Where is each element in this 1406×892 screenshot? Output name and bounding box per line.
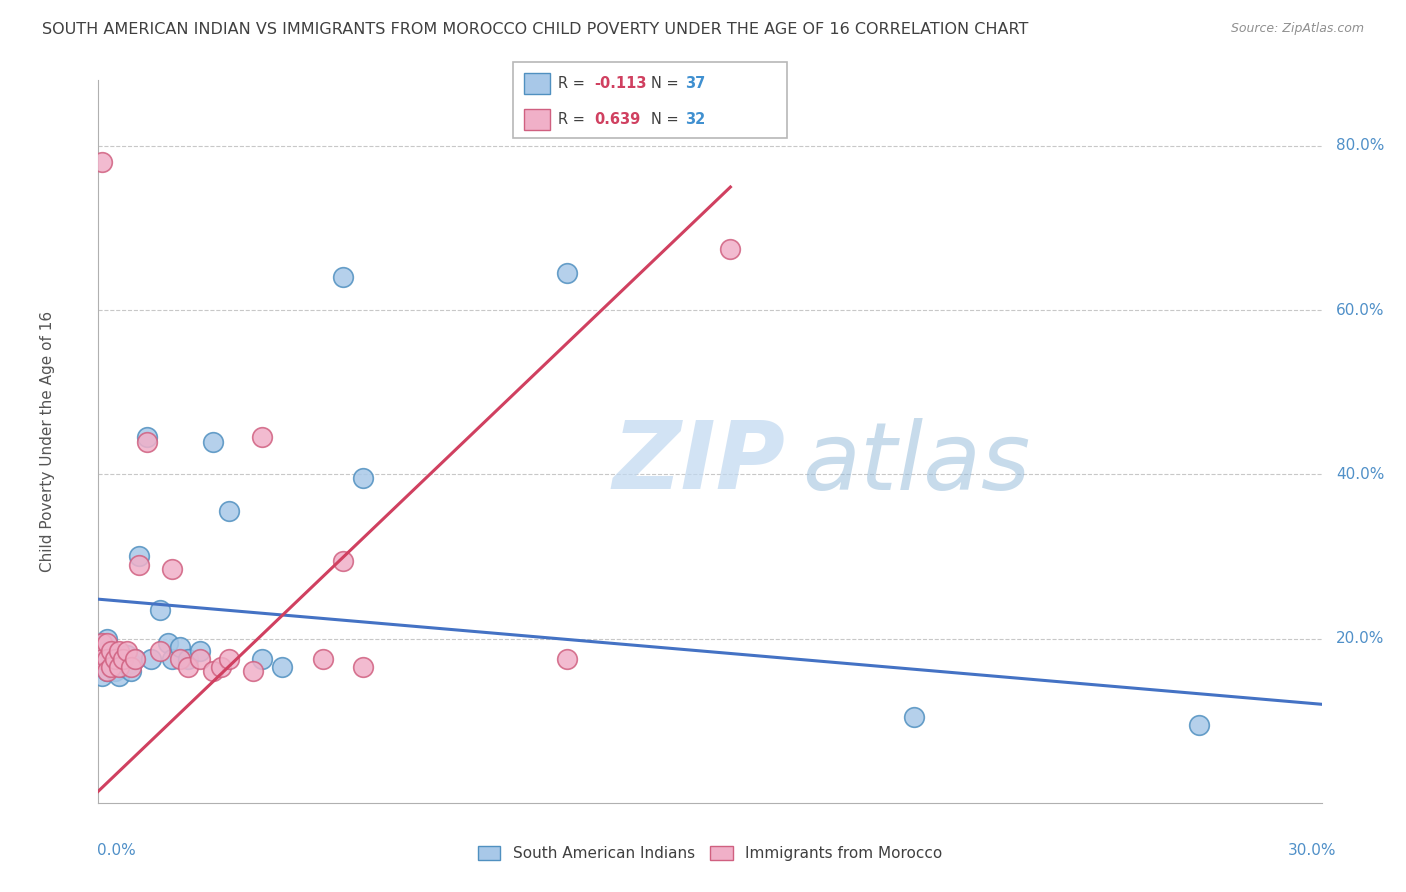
Point: [136, 430, 159, 444]
Point: [160, 652, 183, 666]
Text: SOUTH AMERICAN INDIAN VS IMMIGRANTS FROM MOROCCO CHILD POVERTY UNDER THE AGE OF : SOUTH AMERICAN INDIAN VS IMMIGRANTS FROM…: [42, 22, 1029, 37]
Point: [141, 652, 163, 666]
Point: [218, 652, 240, 666]
Text: 0.639: 0.639: [595, 112, 641, 127]
Text: 20.0%: 20.0%: [1336, 632, 1385, 646]
Point: [160, 562, 183, 576]
Point: [903, 709, 925, 723]
Point: [91, 660, 114, 674]
Point: [1188, 718, 1211, 732]
Text: 40.0%: 40.0%: [1336, 467, 1385, 482]
Point: [332, 553, 354, 567]
Point: [96, 652, 118, 666]
Text: 30.0%: 30.0%: [1288, 843, 1336, 857]
Text: atlas: atlas: [801, 417, 1031, 508]
Text: N =: N =: [651, 76, 683, 91]
Point: [201, 665, 224, 679]
Point: [555, 266, 579, 280]
Point: [115, 644, 138, 658]
Point: [149, 603, 172, 617]
Text: Source: ZipAtlas.com: Source: ZipAtlas.com: [1230, 22, 1364, 36]
Point: [156, 636, 179, 650]
Point: [218, 504, 240, 518]
Point: [104, 652, 127, 666]
Text: N =: N =: [651, 112, 683, 127]
Point: [352, 471, 374, 485]
Text: 60.0%: 60.0%: [1336, 302, 1385, 318]
Point: [100, 660, 122, 674]
Point: [111, 660, 134, 674]
Point: [104, 665, 127, 679]
Point: [124, 652, 146, 666]
Point: [201, 434, 224, 449]
Point: [91, 652, 114, 666]
Point: [96, 632, 118, 646]
Text: ZIP: ZIP: [612, 417, 785, 509]
Point: [128, 558, 150, 572]
Text: 37: 37: [685, 76, 704, 91]
Text: Child Poverty Under the Age of 16: Child Poverty Under the Age of 16: [39, 311, 55, 572]
Point: [250, 430, 273, 444]
Point: [104, 652, 127, 666]
Point: [555, 652, 579, 666]
Point: [169, 652, 191, 666]
Text: R =: R =: [558, 76, 589, 91]
Point: [124, 652, 146, 666]
Point: [91, 644, 114, 658]
Point: [115, 648, 138, 662]
Text: -0.113: -0.113: [595, 76, 647, 91]
Point: [108, 657, 131, 671]
Point: [96, 665, 118, 679]
Legend: South American Indians, Immigrants from Morocco: South American Indians, Immigrants from …: [471, 840, 949, 867]
Point: [270, 660, 294, 674]
Point: [120, 660, 142, 674]
Point: [177, 660, 200, 674]
Point: [718, 242, 742, 256]
Point: [91, 636, 114, 650]
Point: [332, 270, 354, 285]
Point: [312, 652, 335, 666]
Point: [177, 652, 200, 666]
Point: [96, 665, 118, 679]
Point: [96, 636, 118, 650]
Point: [108, 644, 131, 658]
Point: [120, 657, 142, 671]
Point: [128, 549, 150, 564]
Point: [149, 644, 172, 658]
Point: [96, 644, 118, 658]
Text: 0.0%: 0.0%: [97, 843, 136, 857]
Text: 32: 32: [685, 112, 704, 127]
Point: [91, 652, 114, 666]
Point: [169, 640, 191, 654]
Point: [91, 668, 114, 682]
Point: [108, 668, 131, 682]
Point: [91, 155, 114, 169]
Point: [250, 652, 273, 666]
Point: [96, 652, 118, 666]
Point: [352, 660, 374, 674]
Point: [188, 644, 212, 658]
Point: [100, 657, 122, 671]
Point: [100, 644, 122, 658]
Point: [108, 660, 131, 674]
Point: [136, 434, 159, 449]
Point: [120, 665, 142, 679]
Point: [188, 652, 212, 666]
Point: [111, 652, 134, 666]
Text: R =: R =: [558, 112, 589, 127]
Text: 80.0%: 80.0%: [1336, 138, 1385, 153]
Point: [100, 648, 122, 662]
Point: [242, 665, 264, 679]
Point: [209, 660, 232, 674]
